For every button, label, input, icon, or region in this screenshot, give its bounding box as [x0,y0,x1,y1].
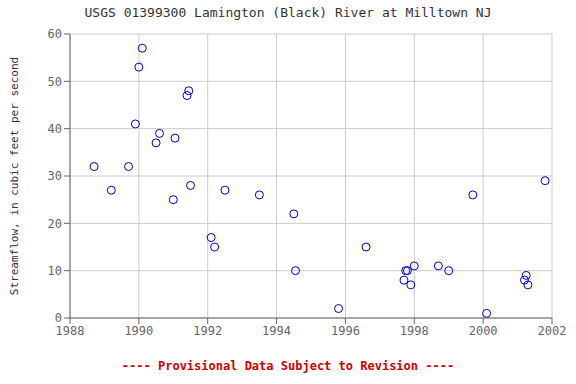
svg-text:50: 50 [48,75,62,89]
svg-text:1988: 1988 [56,324,85,338]
svg-text:40: 40 [48,122,62,136]
svg-text:1998: 1998 [400,324,429,338]
svg-text:20: 20 [48,217,62,231]
svg-text:60: 60 [48,27,62,41]
svg-text:2000: 2000 [469,324,498,338]
svg-text:10: 10 [48,264,62,278]
svg-text:1996: 1996 [331,324,360,338]
svg-text:1992: 1992 [193,324,222,338]
html-text:---- Provisional Data Subject: ---- Provisional Data Subject to Revisio… [121,359,455,373]
svg-text:2002: 2002 [538,324,567,338]
svg-text:1990: 1990 [124,324,153,338]
svg-text:0: 0 [55,311,62,325]
html-text:USGS 01399300 Lamington (Black: USGS 01399300 Lamington (Black) River at… [84,5,492,20]
svg-text:30: 30 [48,169,62,183]
svg-text:1994: 1994 [262,324,291,338]
svg-text:Streamflow, in cubic feet per: Streamflow, in cubic feet per second [8,57,21,295]
